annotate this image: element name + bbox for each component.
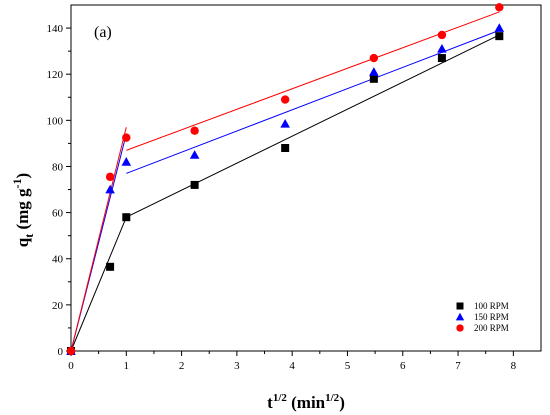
fit-line: [126, 11, 500, 151]
fit-line: [126, 29, 500, 174]
y-tick-label: 100: [47, 115, 64, 127]
x-tick-label: 2: [179, 360, 185, 372]
legend-marker: [456, 302, 464, 310]
data-point: [369, 74, 378, 83]
data-point: [495, 32, 504, 41]
y-tick-label: 40: [52, 254, 64, 266]
fit-lines: [70, 11, 500, 352]
panel-label: (a): [94, 24, 112, 41]
data-point: [66, 346, 76, 356]
data-point: [105, 172, 115, 182]
data-point: [495, 3, 504, 12]
y-tick-label: 60: [52, 208, 64, 220]
x-axis-title: t1/2 (min1/2): [267, 392, 345, 412]
data-point: [369, 53, 379, 63]
y-tick-label: 20: [52, 300, 64, 312]
plot-frame: [70, 4, 542, 352]
data-point: [494, 23, 505, 32]
data-point: [121, 157, 132, 166]
data-point: [122, 213, 131, 222]
x-tick-label: 8: [511, 360, 517, 372]
x-tick-label: 0: [68, 360, 74, 372]
data-point: [437, 30, 447, 40]
data-points: [66, 3, 505, 356]
x-tick-label: 5: [345, 360, 351, 372]
data-point: [190, 180, 199, 189]
y-tick-label: 120: [47, 69, 64, 81]
fit-line: [70, 217, 127, 352]
data-point: [437, 44, 447, 53]
data-point: [280, 95, 290, 104]
legend-label: 100 RPM: [474, 301, 509, 311]
x-tick-label: 6: [400, 360, 406, 372]
data-point: [189, 150, 200, 159]
legend-marker: [456, 324, 464, 332]
legend-label: 150 RPM: [474, 312, 509, 322]
data-point: [281, 144, 290, 153]
x-tick-label: 4: [289, 360, 295, 372]
fit-line: [126, 34, 500, 218]
data-point: [122, 133, 131, 142]
data-point: [190, 126, 199, 135]
x-tick-label: 1: [124, 360, 130, 372]
data-point: [437, 54, 446, 63]
y-axis-title: qt (mg g-1): [10, 173, 36, 247]
y-tick-label: 0: [58, 346, 64, 358]
x-tick-label: 7: [455, 360, 461, 372]
fit-line: [70, 127, 127, 352]
data-point: [369, 67, 379, 76]
data-point: [280, 118, 290, 128]
data-point: [106, 262, 115, 271]
data-point: [105, 184, 115, 194]
legend-label: 200 RPM: [474, 323, 509, 333]
y-tick-label: 140: [47, 23, 64, 35]
x-tick-label: 3: [234, 360, 240, 372]
y-tick-label: 80: [52, 161, 64, 173]
legend-marker: [455, 312, 465, 321]
